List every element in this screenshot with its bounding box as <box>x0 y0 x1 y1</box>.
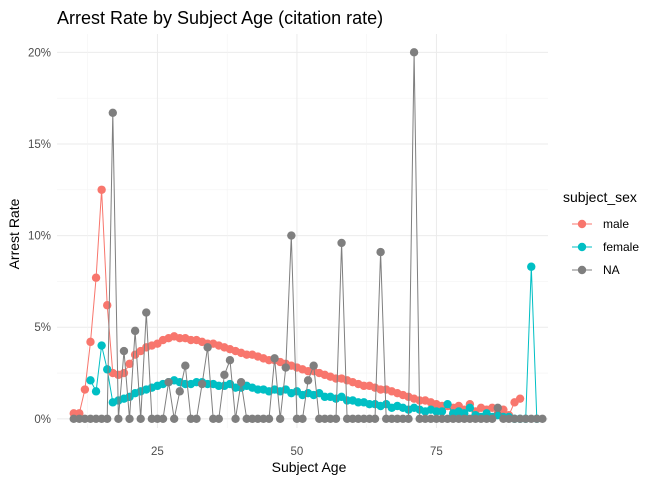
data-point <box>91 273 101 282</box>
data-point <box>538 414 547 424</box>
legend-key-point <box>577 219 587 229</box>
data-point <box>409 48 419 57</box>
data-point <box>142 308 151 317</box>
data-point <box>80 385 90 394</box>
data-point <box>236 377 246 387</box>
data-point <box>515 394 525 403</box>
data-point <box>437 407 447 416</box>
x-tick-label: 50 <box>291 446 304 458</box>
legend-key-point <box>577 242 587 252</box>
data-point <box>281 363 290 372</box>
series-na <box>69 48 547 424</box>
y-tick-label: 5% <box>34 322 51 334</box>
data-point <box>376 247 385 257</box>
data-point <box>287 231 296 240</box>
data-point <box>103 365 112 374</box>
data-point <box>136 414 145 424</box>
legend-key-point <box>577 265 587 275</box>
x-tick-label: 75 <box>430 446 443 458</box>
data-point <box>103 414 112 424</box>
data-point <box>404 414 413 424</box>
data-point <box>192 414 201 424</box>
legend-label: NA <box>603 263 620 277</box>
data-point <box>465 403 475 413</box>
data-point <box>370 414 380 424</box>
data-point <box>493 403 502 413</box>
data-point <box>488 414 497 424</box>
data-point <box>164 377 173 387</box>
legend-item: NA <box>572 263 620 277</box>
data-point <box>309 361 318 370</box>
data-point <box>203 343 212 352</box>
data-point <box>527 262 536 271</box>
data-point <box>214 414 224 424</box>
data-point <box>114 414 123 424</box>
legend-title: subject_sex <box>563 189 637 205</box>
data-point <box>270 354 279 363</box>
y-axis-ticks: 0% 5% 10% 15% 20% <box>28 47 51 426</box>
y-tick-label: 15% <box>28 139 51 151</box>
data-point <box>181 361 190 370</box>
chart-title: Arrest Rate by Subject Age (citation rat… <box>57 8 383 28</box>
y-tick-label: 20% <box>28 47 51 59</box>
data-point <box>331 414 341 424</box>
data-point <box>119 368 129 378</box>
data-point <box>91 387 101 396</box>
data-point <box>119 346 129 356</box>
data-point <box>125 414 134 424</box>
data-point <box>264 414 274 424</box>
data-point <box>303 376 313 385</box>
y-axis-title: Arrest Rate <box>6 198 22 269</box>
data-point <box>231 414 240 424</box>
data-point <box>197 379 207 389</box>
data-point <box>298 414 307 424</box>
legend-item: female <box>572 240 639 254</box>
data-point <box>108 108 117 118</box>
data-point <box>337 238 346 248</box>
data-point <box>443 399 452 409</box>
grid <box>57 34 548 428</box>
x-axis-title: Subject Age <box>272 459 347 475</box>
data-point <box>125 359 134 369</box>
data-point <box>86 337 95 347</box>
data-point <box>158 414 168 424</box>
x-axis-ticks: 25 50 75 <box>151 446 443 458</box>
data-point <box>220 370 229 380</box>
data-point <box>103 301 112 310</box>
y-tick-label: 0% <box>34 414 51 426</box>
legend: subject_sex male female NA <box>563 189 639 277</box>
data-point <box>225 355 235 365</box>
legend-item: male <box>572 217 629 231</box>
data-point <box>97 341 106 350</box>
series-layer <box>69 48 547 424</box>
data-point <box>86 376 95 385</box>
data-point <box>275 414 285 424</box>
x-tick-label: 25 <box>151 446 164 458</box>
data-point <box>169 414 179 424</box>
data-point <box>130 326 140 336</box>
legend-label: female <box>603 240 639 254</box>
data-point <box>97 185 106 194</box>
y-tick-label: 10% <box>28 231 51 243</box>
data-point <box>175 387 184 396</box>
legend-label: male <box>603 217 629 231</box>
